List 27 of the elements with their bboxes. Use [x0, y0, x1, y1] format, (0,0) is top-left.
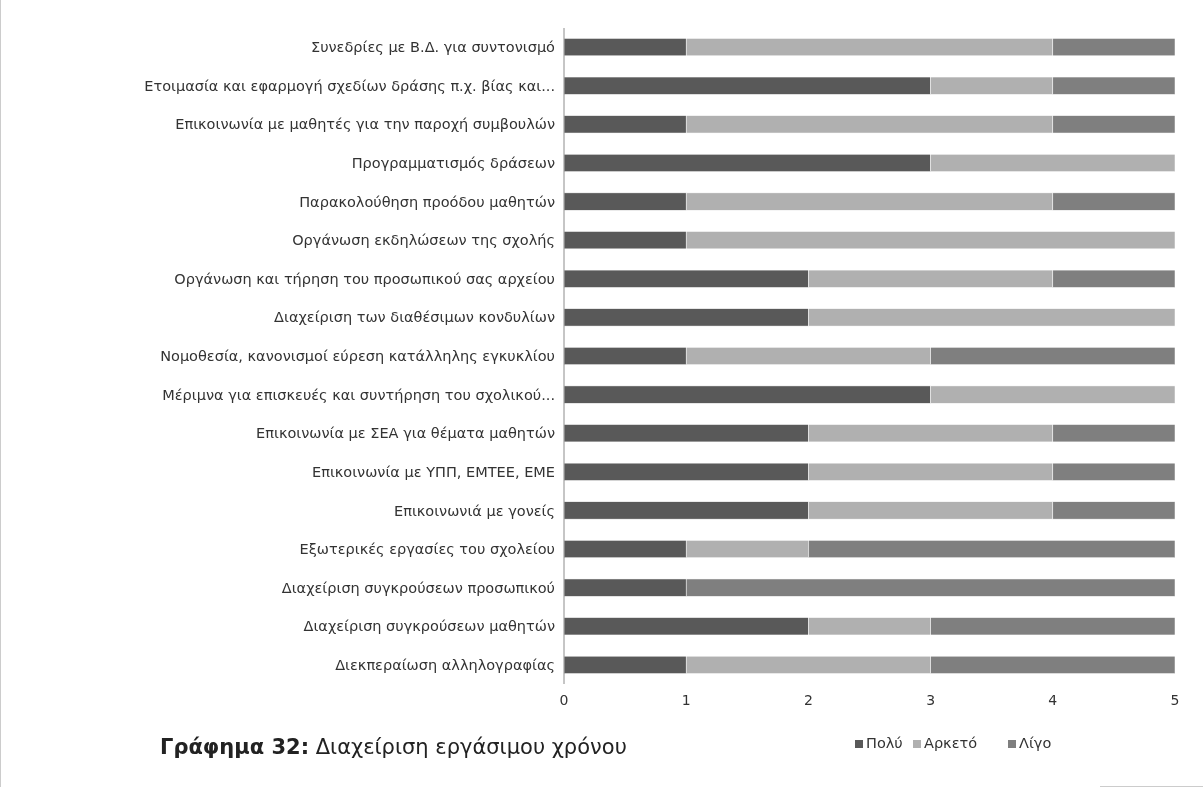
y-tick-label: Διαχείριση συγκρούσεων μαθητών	[303, 618, 555, 635]
x-tick-label: 2	[803, 692, 813, 708]
legend-label: Πολύ	[866, 735, 903, 751]
x-tick-label: 0	[559, 692, 569, 708]
y-tick-label: Επικοινωνία με ΥΠΠ, ΕΜΤΕΕ, ΕΜΕ	[312, 463, 555, 480]
y-tick-label: Οργάνωση και τήρηση του προσωπικού σας αρχείου	[174, 270, 555, 287]
legend-label: Αρκετό	[924, 735, 978, 751]
y-tick-label: Επικοινωνία με μαθητές για την παροχή συμβουλών	[175, 116, 555, 133]
y-tick-label: Διεκπεραίωση αλληλογραφίας	[335, 656, 555, 673]
y-tick-label: Ετοιμασία και εφαρμογή σχεδίων δράσης π.χ. βίας και...	[144, 77, 555, 94]
x-tick-label: 4	[1048, 692, 1058, 708]
y-tick-label: Μέριμνα για επισκευές και συντήρηση του σχολικού...	[162, 386, 555, 403]
y-tick-label: Οργάνωση εκδηλώσεων της σχολής	[292, 232, 555, 249]
x-tick-label: 1	[681, 692, 691, 708]
y-tick-label: Διαχείριση των διαθέσιμων κονδυλίων	[274, 309, 555, 326]
y-tick-label: Εξωτερικές εργασίες του σχολείου	[299, 541, 555, 558]
x-tick-label: 3	[926, 692, 936, 708]
legend-label: Λίγο	[1019, 735, 1052, 751]
y-tick-label: Νομοθεσία, κανονισμοί εύρεση κατάλληλης εγκυκλίου	[160, 348, 555, 365]
y-tick-label: Συνεδρίες με Β.Δ. για συντονισμό	[310, 39, 556, 56]
text: Γράφημα 32: Διαχείριση εργάσιμου χρόνου	[160, 735, 627, 759]
x-tick-label: 5	[1170, 692, 1180, 708]
y-tick-label: Επικοινωνιά με γονείς	[393, 502, 555, 519]
y-tick-label: Προγραμματισμός δράσεων	[351, 155, 555, 172]
y-tick-label: Παρακολούθηση προόδου μαθητών	[299, 193, 555, 210]
y-tick-label: Επικοινωνία με ΣΕΑ για θέματα μαθητών	[256, 425, 555, 442]
y-tick-label: Διαχείριση συγκρούσεων προσωπικού	[281, 579, 555, 596]
